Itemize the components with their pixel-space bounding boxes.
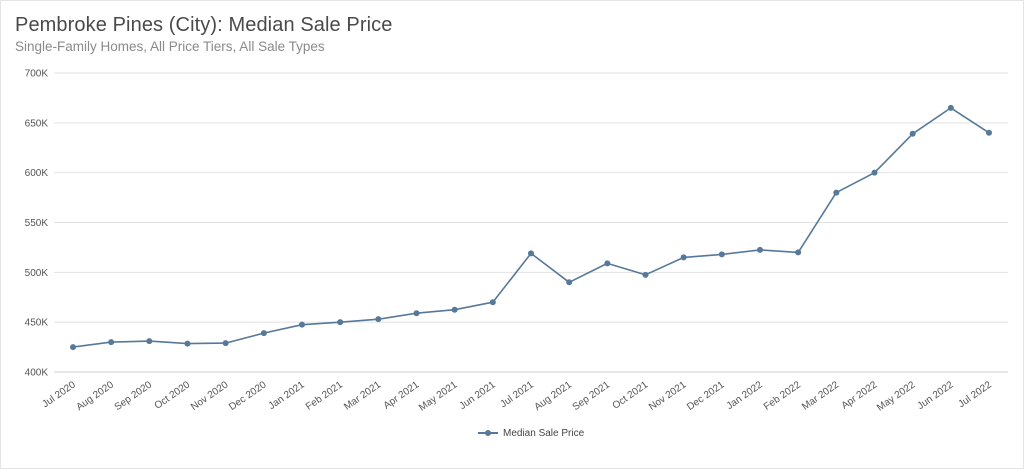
x-tick-label: Sep 2020: [113, 379, 155, 413]
data-point: [528, 250, 534, 257]
series-points: [70, 104, 992, 351]
y-tick-label: 400K: [25, 368, 49, 379]
data-point: [986, 129, 992, 136]
data-point: [566, 279, 573, 286]
data-point: [680, 254, 687, 261]
y-tick-label: 550K: [25, 218, 49, 229]
x-tick-label: Feb 2021: [304, 379, 345, 412]
x-tick-label: Nov 2020: [189, 379, 231, 413]
data-point: [299, 321, 305, 328]
y-tick-label: 450K: [25, 318, 49, 329]
x-tick-label: Apr 2022: [840, 379, 880, 412]
x-tick-label: Jul 2021: [498, 379, 536, 410]
data-point: [489, 299, 496, 306]
data-point: [795, 249, 802, 256]
data-point: [757, 246, 763, 253]
data-point: [833, 189, 840, 196]
data-point: [871, 169, 878, 176]
data-point: [260, 330, 267, 337]
data-point: [413, 310, 420, 317]
legend-swatch-marker: [485, 430, 491, 436]
x-tick-label: Aug 2021: [532, 379, 574, 413]
chart-title: Pembroke Pines (City): Median Sale Price: [15, 14, 393, 36]
data-point: [184, 340, 191, 347]
x-tick-label: Oct 2021: [611, 379, 651, 412]
x-tick-label: Jul 2022: [956, 379, 994, 410]
x-tick-label: Jan 2021: [267, 379, 307, 412]
x-tick-label: Jul 2020: [40, 379, 78, 410]
y-axis-ticks: 400K 450K 500K 550K 600K 650K 700K: [25, 69, 49, 379]
x-tick-label: Apr 2021: [382, 379, 422, 412]
x-tick-label: Jun 2021: [458, 379, 498, 412]
x-tick-label: Mar 2021: [342, 379, 383, 412]
x-tick-label: Jun 2022: [916, 379, 956, 412]
data-point: [947, 104, 954, 111]
data-point: [451, 306, 458, 313]
data-point: [909, 130, 916, 137]
data-point: [642, 271, 649, 278]
legend[interactable]: Median Sale Price: [478, 428, 585, 439]
y-tick-label: 700K: [25, 69, 49, 80]
x-tick-label: May 2021: [417, 379, 460, 413]
data-point: [604, 260, 611, 267]
x-tick-label: Mar 2022: [800, 379, 841, 412]
legend-label: Median Sale Price: [503, 428, 585, 439]
x-tick-label: Nov 2021: [647, 379, 689, 413]
x-tick-label: Sep 2021: [571, 379, 613, 413]
series-line: [72, 107, 990, 348]
y-tick-label: 500K: [25, 268, 49, 279]
data-point: [222, 340, 229, 347]
data-point: [718, 251, 725, 258]
x-tick-label: Dec 2021: [685, 379, 727, 413]
x-tick-label: Jan 2022: [725, 379, 765, 412]
data-point: [146, 338, 153, 345]
x-tick-label: Oct 2020: [153, 379, 193, 412]
grid-lines: [54, 72, 1008, 373]
series-line-layer: [72, 107, 990, 348]
x-tick-label: Aug 2020: [74, 379, 116, 413]
data-point: [70, 344, 76, 351]
y-tick-label: 600K: [25, 168, 49, 179]
x-tick-label: Feb 2022: [762, 379, 803, 412]
chart-subtitle: Single-Family Homes, All Price Tiers, Al…: [15, 39, 325, 54]
data-point: [337, 319, 344, 326]
y-tick-label: 650K: [25, 118, 49, 129]
x-tick-label: Dec 2020: [227, 379, 269, 413]
x-tick-label: May 2022: [875, 379, 918, 413]
data-point: [108, 339, 115, 346]
data-point: [375, 316, 382, 323]
